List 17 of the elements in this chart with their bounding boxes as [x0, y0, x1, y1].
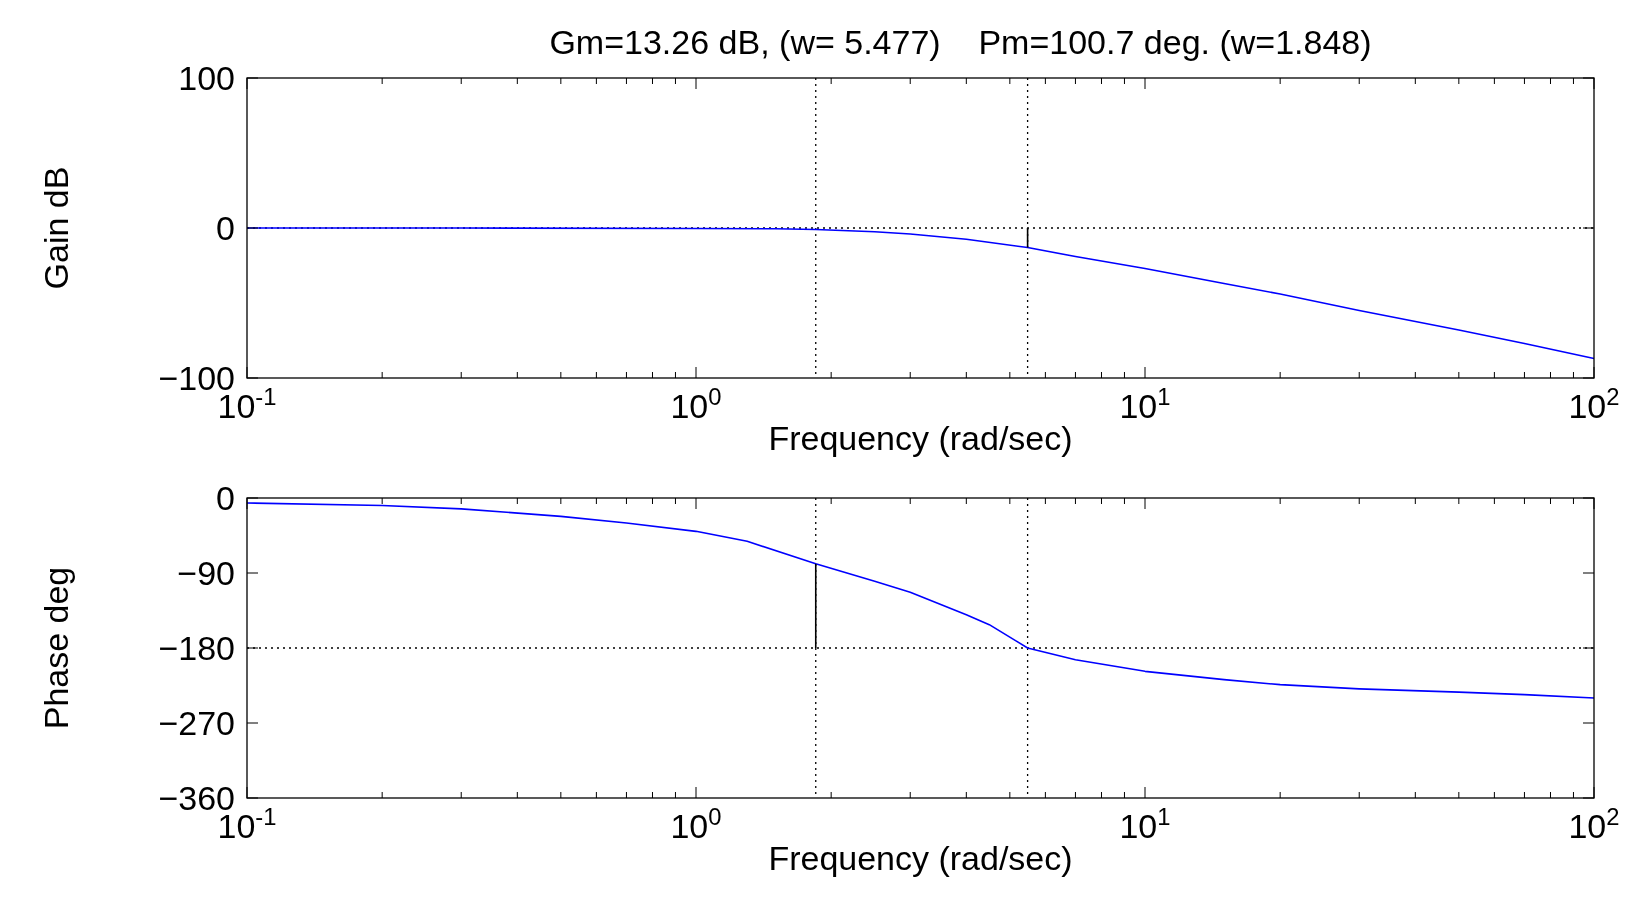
x-axis-title: Frequency (rad/sec) [768, 839, 1073, 877]
y-tick-label: 100 [178, 59, 235, 97]
y-axis-title: Phase deg [37, 566, 75, 730]
x-tick-label: 10$^{1}$ [1119, 802, 1171, 845]
y-tick-label: −90 [177, 554, 235, 592]
y-axis-title: Gain dB [37, 166, 75, 290]
x-tick-label: 10$^{2}$ [1568, 382, 1620, 425]
x-tick-label: 10$^{1}$ [1119, 382, 1171, 425]
x-axis-title: Frequency (rad/sec) [768, 419, 1073, 457]
y-tick-label: 0 [216, 209, 235, 247]
chart-title: Gm=13.26 dB, (w= 5.477) Pm=100.7 deg. (w=1.848) [549, 23, 1372, 61]
x-tick-label: 10$^{2}$ [1568, 802, 1620, 845]
x-tick-label: 10$^{0}$ [670, 382, 722, 425]
y-tick-label: −180 [158, 629, 235, 667]
y-tick-label: −270 [158, 704, 235, 742]
x-tick-label: 10$^{0}$ [670, 802, 722, 845]
y-tick-label: 0 [216, 479, 235, 517]
